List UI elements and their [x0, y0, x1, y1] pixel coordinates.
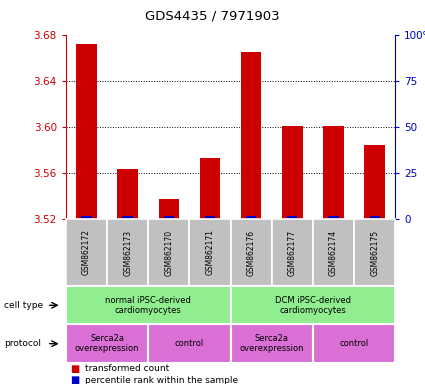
- Bar: [230, 286, 395, 324]
- Bar: [241, 52, 261, 219]
- Bar: [148, 324, 230, 363]
- Text: control: control: [340, 339, 369, 348]
- Bar: [117, 169, 138, 219]
- Bar: [159, 199, 179, 219]
- Bar: [354, 219, 395, 286]
- Bar: [205, 216, 215, 219]
- Bar: [66, 286, 230, 324]
- Text: GSM862177: GSM862177: [288, 229, 297, 276]
- Text: GSM862171: GSM862171: [205, 230, 215, 275]
- Bar: [329, 216, 339, 219]
- Text: Serca2a
overexpression: Serca2a overexpression: [239, 334, 304, 353]
- Bar: [76, 44, 97, 219]
- Text: GDS4435 / 7971903: GDS4435 / 7971903: [145, 10, 280, 23]
- Bar: [107, 219, 148, 286]
- Text: GSM862172: GSM862172: [82, 230, 91, 275]
- Bar: [313, 324, 395, 363]
- Bar: [230, 324, 313, 363]
- Bar: [164, 216, 174, 219]
- Bar: [272, 219, 313, 286]
- Text: ■: ■: [70, 364, 79, 374]
- Text: DCM iPSC-derived
cardiomyocytes: DCM iPSC-derived cardiomyocytes: [275, 296, 351, 315]
- Bar: [81, 216, 92, 219]
- Bar: [369, 216, 380, 219]
- Text: GSM862175: GSM862175: [370, 229, 379, 276]
- Text: protocol: protocol: [4, 339, 41, 348]
- Bar: [190, 219, 230, 286]
- Bar: [66, 324, 148, 363]
- Bar: [246, 216, 256, 219]
- Text: percentile rank within the sample: percentile rank within the sample: [85, 376, 238, 384]
- Text: control: control: [175, 339, 204, 348]
- Bar: [313, 219, 354, 286]
- Text: GSM862174: GSM862174: [329, 229, 338, 276]
- Bar: [122, 216, 133, 219]
- Bar: [200, 158, 220, 219]
- Bar: [66, 219, 107, 286]
- Text: ■: ■: [70, 375, 79, 384]
- Bar: [323, 126, 344, 219]
- Text: GSM862176: GSM862176: [246, 229, 256, 276]
- Text: GSM862170: GSM862170: [164, 229, 173, 276]
- Bar: [148, 219, 190, 286]
- Text: normal iPSC-derived
cardiomyocytes: normal iPSC-derived cardiomyocytes: [105, 296, 191, 315]
- Bar: [287, 216, 298, 219]
- Text: GSM862173: GSM862173: [123, 229, 132, 276]
- Text: Serca2a
overexpression: Serca2a overexpression: [75, 334, 139, 353]
- Bar: [230, 219, 272, 286]
- Text: cell type: cell type: [4, 301, 43, 310]
- Text: transformed count: transformed count: [85, 364, 169, 373]
- Bar: [364, 145, 385, 219]
- Bar: [282, 126, 303, 219]
